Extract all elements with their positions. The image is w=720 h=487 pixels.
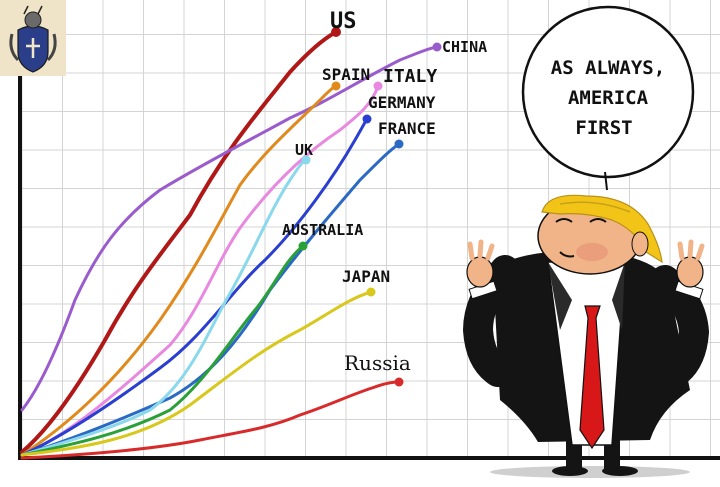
endpoint-us (331, 27, 341, 37)
hair (541, 194, 663, 264)
line-spain (20, 84, 338, 457)
endpoint-spain (331, 81, 341, 91)
ground-shadow (490, 466, 690, 478)
red-tie (579, 305, 605, 450)
speech-bubble: AS ALWAYS, AMERICA FIRST (521, 5, 695, 191)
line-australia (20, 244, 305, 457)
line-italy (20, 84, 380, 457)
endpoint-japan (366, 287, 376, 297)
label-spain: SPAIN (322, 65, 370, 84)
label-us: US (330, 9, 357, 34)
label-uk: UK (295, 141, 313, 159)
endpoint-uk (301, 155, 311, 165)
country-lines (20, 27, 442, 460)
endpoint-germany (362, 114, 372, 124)
line-china (20, 45, 439, 412)
endpoint-china (432, 42, 442, 52)
endpoint-italy (373, 81, 383, 91)
endpoint-france (394, 139, 404, 149)
trump-figure (462, 194, 710, 478)
label-italy: ITALY (383, 66, 437, 87)
label-germany: GERMANY (368, 93, 436, 112)
heraldic-crest-icon (0, 0, 66, 76)
bubble-line-1: AS ALWAYS, (551, 57, 665, 79)
line-germany (20, 117, 369, 457)
endpoint-russia (394, 377, 404, 387)
endpoint-australia (298, 241, 308, 251)
label-japan: JAPAN (342, 267, 390, 286)
line-us (20, 30, 338, 454)
label-australia: AUSTRALIA (282, 221, 363, 239)
chart-axes (18, 72, 720, 460)
label-france: FRANCE (378, 119, 436, 138)
line-uk (20, 158, 308, 457)
bubble-line-2: AMERICA (568, 87, 649, 109)
line-france (20, 142, 401, 457)
line-japan (20, 290, 373, 457)
label-china: CHINA (442, 38, 487, 56)
line-russia (20, 380, 401, 460)
label-russia: Russia (344, 351, 411, 375)
bubble-line-3: FIRST (575, 117, 632, 139)
country-labels: US CHINA SPAIN ITALY GERMANY FRANCE UK A… (282, 9, 487, 375)
